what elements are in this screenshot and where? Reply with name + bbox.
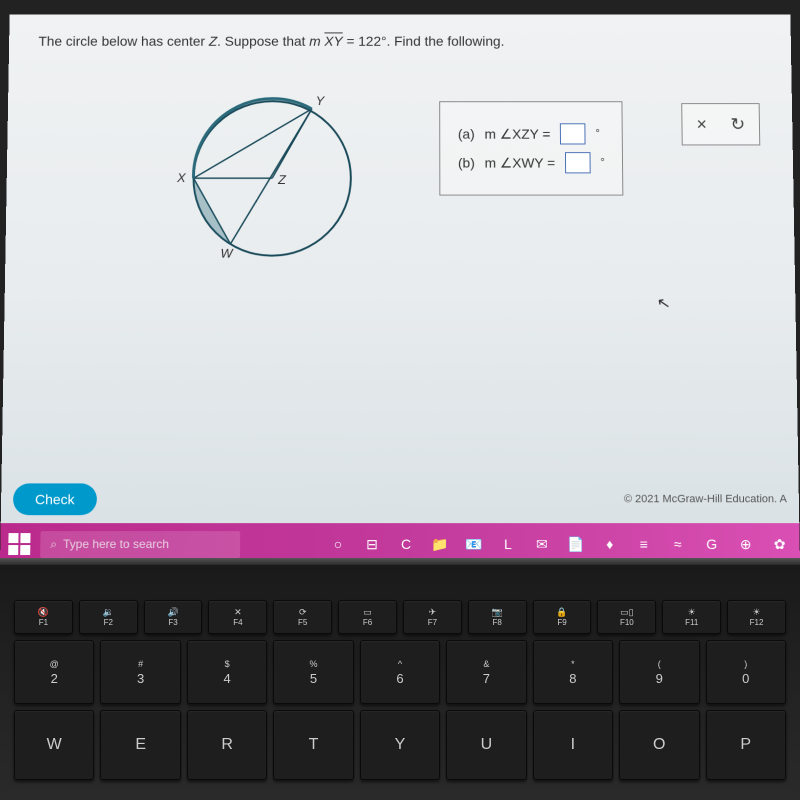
taskbar-app-icon[interactable]: ○ <box>326 532 350 556</box>
key-num[interactable]: ^6 <box>360 640 440 704</box>
taskbar-app-icon[interactable]: 📧 <box>462 532 486 556</box>
key-fn[interactable]: 🔊F3 <box>144 600 203 634</box>
key-num[interactable]: )0 <box>706 640 786 704</box>
key-num[interactable]: $4 <box>187 640 267 704</box>
key-fn[interactable]: ☀F11 <box>662 600 721 634</box>
taskbar-app-icon[interactable]: ≈ <box>666 532 690 556</box>
key-num[interactable]: (9 <box>619 640 699 704</box>
key-fn[interactable]: ✕F4 <box>208 600 267 634</box>
key-letter[interactable]: T <box>273 710 353 780</box>
key-fn[interactable]: 🔒F9 <box>533 600 592 634</box>
answer-a: (a) m ∠XZY = ° <box>458 123 605 144</box>
input-xzy[interactable] <box>560 123 586 144</box>
copyright-text: © 2021 McGraw-Hill Education. A <box>624 493 787 505</box>
windows-start-icon[interactable] <box>8 533 30 555</box>
label-w: W <box>220 246 234 261</box>
circle-diagram: X Y Z W <box>163 73 380 285</box>
taskbar-app-icon[interactable]: C <box>394 532 418 556</box>
taskbar-app-icon[interactable]: ✉ <box>530 532 554 556</box>
label-z: Z <box>277 172 287 187</box>
taskbar-app-icon[interactable]: G <box>700 532 724 556</box>
taskbar-app-icon[interactable]: L <box>496 532 520 556</box>
taskbar-app-icon[interactable]: ≡ <box>632 532 656 556</box>
taskbar-app-icon[interactable]: 📁 <box>428 532 452 556</box>
taskbar-app-icon[interactable]: 📄 <box>564 532 588 556</box>
taskbar-icons: ○ ⊟ C 📁 📧 L ✉ 📄 ♦ ≡ ≈ G ⊕ ✿ <box>326 532 792 556</box>
key-letter[interactable]: O <box>619 710 699 780</box>
key-fn[interactable]: 🔉F2 <box>79 600 138 634</box>
keyboard: 🔇F1🔉F2🔊F3✕F4⟳F5▭F6✈F7📷F8🔒F9▭▯F10☀F11☀F12… <box>0 565 800 800</box>
problem-text: The circle below has center Z. Suppose t… <box>38 33 771 48</box>
key-letter[interactable]: E <box>100 710 180 780</box>
taskbar-app-icon[interactable]: ✿ <box>767 532 791 556</box>
toolbox: × ↻ <box>682 103 761 145</box>
key-fn[interactable]: ✈F7 <box>403 600 462 634</box>
key-letter[interactable]: Y <box>360 710 440 780</box>
key-letter[interactable]: I <box>533 710 613 780</box>
key-fn[interactable]: ▭▯F10 <box>597 600 656 634</box>
key-fn[interactable]: ☀F12 <box>727 600 786 634</box>
cursor-icon: ↖ <box>655 293 672 314</box>
search-icon: ⌕ <box>50 537 57 552</box>
taskbar-app-icon[interactable]: ⊕ <box>734 532 758 556</box>
key-letter[interactable]: P <box>706 710 786 780</box>
key-num[interactable]: #3 <box>100 640 180 704</box>
label-x: X <box>176 170 186 185</box>
key-num[interactable]: %5 <box>273 640 353 704</box>
key-num[interactable]: &7 <box>446 640 526 704</box>
label-y: Y <box>316 93 326 108</box>
key-letter[interactable]: R <box>187 710 267 780</box>
reset-icon[interactable]: ↻ <box>730 114 745 134</box>
answer-panel: (a) m ∠XZY = ° (b) m ∠XWY = ° <box>439 101 624 195</box>
taskbar-app-icon[interactable]: ♦ <box>598 532 622 556</box>
key-letter[interactable]: W <box>14 710 94 780</box>
key-num[interactable]: @2 <box>14 640 94 704</box>
taskbar-search[interactable]: ⌕ Type here to search <box>40 531 240 558</box>
key-num[interactable]: *8 <box>533 640 613 704</box>
key-fn[interactable]: ⟳F5 <box>273 600 332 634</box>
answer-b: (b) m ∠XWY = ° <box>458 152 605 173</box>
taskbar-app-icon[interactable]: ⊟ <box>360 532 384 556</box>
key-letter[interactable]: U <box>446 710 526 780</box>
check-button[interactable]: Check <box>13 483 97 515</box>
key-fn[interactable]: 📷F8 <box>468 600 527 634</box>
input-xwy[interactable] <box>565 152 591 173</box>
key-fn[interactable]: ▭F6 <box>338 600 397 634</box>
key-fn[interactable]: 🔇F1 <box>14 600 73 634</box>
close-icon[interactable]: × <box>696 114 707 134</box>
